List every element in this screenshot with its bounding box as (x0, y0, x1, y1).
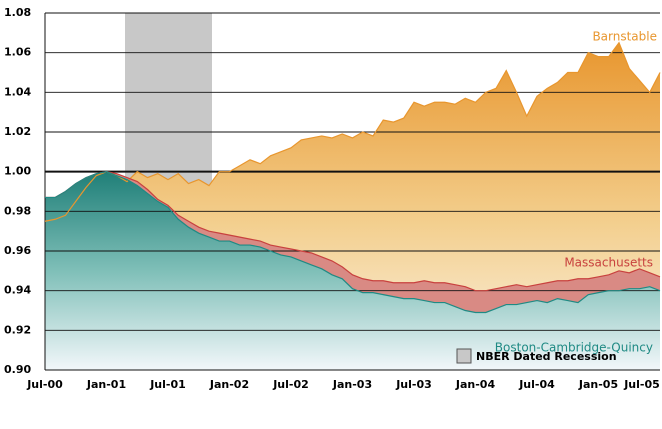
x-tick-label: Jan-05 (578, 378, 618, 391)
x-tick-label: Jan-04 (455, 378, 496, 391)
y-tick-label: 1.04 (4, 85, 31, 98)
y-tick-label: 0.98 (4, 204, 31, 217)
y-tick-label: 0.92 (4, 323, 31, 336)
x-tick-label: Jan-03 (332, 378, 372, 391)
y-tick-label: 0.96 (4, 244, 31, 257)
series-label: Massachusetts (564, 256, 653, 270)
x-tick-label: Jul-04 (518, 378, 555, 391)
y-tick-label: 1.08 (4, 6, 31, 19)
x-tick-label: Jul-00 (26, 378, 63, 391)
y-tick-label: 1.00 (4, 165, 31, 178)
y-tick-label: 0.90 (4, 363, 31, 376)
x-tick-label: Jan-01 (86, 378, 126, 391)
y-tick-label: 0.94 (4, 284, 31, 297)
x-tick-label: Jul-03 (395, 378, 432, 391)
x-tick-label: Jan-02 (209, 378, 249, 391)
x-tick-label: Jul-02 (272, 378, 309, 391)
x-tick-label: Jul-01 (149, 378, 186, 391)
chart: 0.90 0.92 0.94 0.96 0.98 1.00 1.02 1.04 1.06 1.08… (0, 0, 662, 425)
series-label: Barnstable (592, 30, 657, 44)
x-tick-label: Jul-05 (623, 378, 660, 391)
legend-swatch (457, 349, 471, 363)
y-tick-label: 1.02 (4, 125, 31, 138)
legend-label: NBER Dated Recession (476, 350, 617, 363)
y-tick-label: 1.06 (4, 46, 31, 59)
